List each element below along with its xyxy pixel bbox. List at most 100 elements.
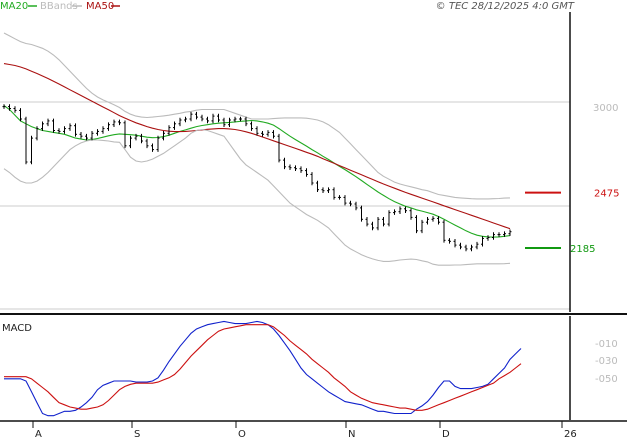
price-bar xyxy=(404,206,407,213)
macd-y-tick: -010 xyxy=(595,339,618,350)
price-bar xyxy=(13,106,17,113)
price-bar xyxy=(244,116,248,127)
price-bar xyxy=(409,208,413,220)
legend: MA20 BBands MA50 xyxy=(0,1,120,12)
price-bar xyxy=(85,133,88,141)
x-tick-label: D xyxy=(442,429,450,440)
price-bar xyxy=(349,200,352,207)
price-bar xyxy=(283,157,286,170)
macd-y-tick: -050 xyxy=(595,374,618,385)
price-bar xyxy=(206,116,209,124)
price-bar xyxy=(123,120,127,149)
ma50-line xyxy=(3,63,511,230)
price-bar xyxy=(129,135,132,149)
price-bar xyxy=(497,232,501,237)
price-bar xyxy=(310,172,314,186)
price-bar xyxy=(189,111,193,122)
y-tick-label: 3000 xyxy=(593,103,618,114)
price-bar xyxy=(272,130,275,139)
macd-title: MACD xyxy=(2,323,32,334)
price-bar xyxy=(107,122,110,131)
bbands-lower-line xyxy=(3,128,511,266)
price-bar xyxy=(19,108,22,122)
price-bar xyxy=(101,126,105,134)
price-bar xyxy=(294,165,297,171)
level-lines: 2475 2185 xyxy=(525,189,619,255)
price-bar xyxy=(261,131,264,137)
price-bar xyxy=(173,121,176,130)
price-bar xyxy=(475,241,479,250)
price-bar xyxy=(217,113,220,123)
support-level-label: 2185 xyxy=(570,244,595,255)
price-bar xyxy=(140,133,143,144)
price-bar xyxy=(167,125,171,136)
price-bar xyxy=(239,116,242,122)
price-bar xyxy=(30,135,33,165)
price-bar xyxy=(415,215,418,234)
price-bar xyxy=(250,121,253,131)
macd-series-layer xyxy=(4,320,522,417)
x-tick-label: N xyxy=(348,429,355,440)
timestamp: © TEC 28/12/2025 4:0 GMT xyxy=(436,1,575,12)
x-tick-label: S xyxy=(134,429,140,440)
price-bar xyxy=(112,119,116,127)
price-bar xyxy=(57,128,61,134)
price-bar xyxy=(464,244,468,252)
price-bar xyxy=(508,229,512,236)
x-tick-label: A xyxy=(35,429,42,440)
price-bar xyxy=(151,143,154,152)
price-bar xyxy=(360,205,363,222)
price-bar xyxy=(200,114,204,122)
price-bar xyxy=(35,126,39,141)
price-bar xyxy=(195,111,198,120)
bbands-upper-line xyxy=(3,32,511,200)
price-bar xyxy=(156,135,160,152)
price-bar xyxy=(24,116,28,165)
price-bar xyxy=(470,244,473,252)
macd-y-tick: -030 xyxy=(595,356,618,367)
x-axis: A S O N D 26 xyxy=(0,420,627,440)
price-bar xyxy=(327,187,330,193)
price-bar xyxy=(211,113,215,124)
price-bar xyxy=(332,187,336,200)
price-bar xyxy=(118,119,121,126)
price-bar xyxy=(481,236,484,247)
price-bar xyxy=(299,166,303,173)
price-bar xyxy=(90,131,94,141)
price-bar xyxy=(431,216,435,222)
price-bar xyxy=(134,133,138,141)
price-bar xyxy=(371,221,374,231)
price-bar xyxy=(96,129,99,136)
price-bar xyxy=(8,104,11,111)
ma20-line xyxy=(3,105,511,238)
x-tick-label: 26 xyxy=(564,429,577,440)
price-bar xyxy=(255,126,259,136)
signal-line xyxy=(4,324,522,411)
price-bar xyxy=(63,126,66,134)
price-bar xyxy=(162,131,165,141)
price-bar xyxy=(288,164,292,170)
price-bar xyxy=(233,116,237,123)
price-bar xyxy=(343,195,347,206)
price-bar xyxy=(398,206,402,214)
price-series-layer xyxy=(3,32,511,266)
x-ticks: A S O N D 26 xyxy=(32,421,577,440)
price-bar xyxy=(277,133,281,163)
price-bar xyxy=(79,132,83,139)
legend-ma20-label: MA20 xyxy=(0,1,28,12)
legend-ma50-label: MA50 xyxy=(86,1,114,12)
resistance-level-label: 2475 xyxy=(594,189,619,200)
price-bar xyxy=(305,168,308,177)
price-bar xyxy=(145,138,149,149)
price-bar xyxy=(222,117,226,127)
legend-bbands-label: BBands xyxy=(40,1,78,12)
price-bars-layer xyxy=(2,104,512,252)
price-bar xyxy=(453,239,457,248)
price-bar xyxy=(2,104,6,109)
price-bar xyxy=(184,116,187,123)
price-bar xyxy=(52,118,55,133)
price-bar xyxy=(178,117,182,127)
price-bar xyxy=(426,217,429,225)
price-bar xyxy=(354,201,358,211)
price-bar xyxy=(376,217,380,231)
